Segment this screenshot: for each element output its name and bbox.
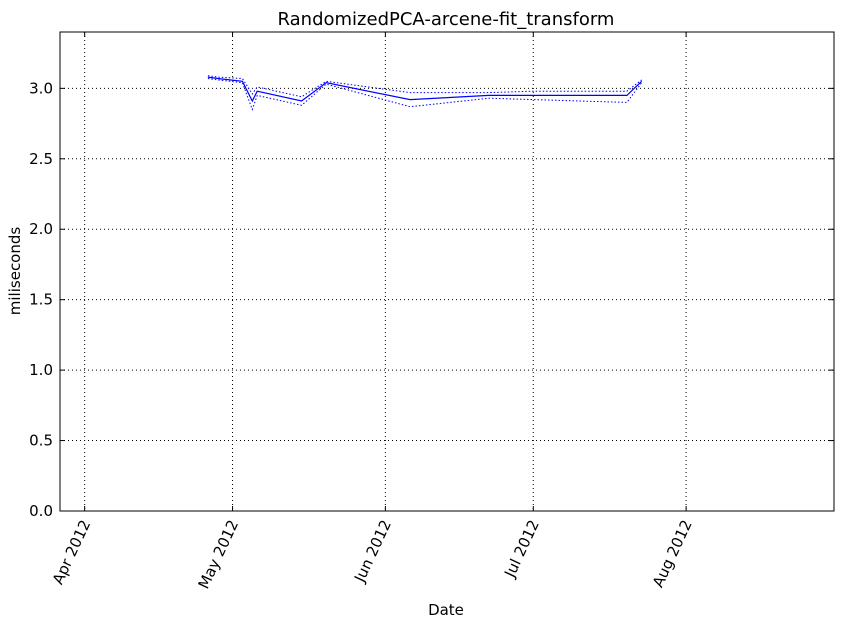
y-axis-label: miliseconds	[6, 227, 24, 316]
grid	[60, 32, 834, 512]
x-tick-label: Jun 2012	[350, 517, 395, 586]
series-line-lower	[207, 78, 643, 111]
series-layer	[207, 75, 643, 111]
x-tick-label: Apr 2012	[49, 517, 94, 587]
y-tick-label: 2.0	[29, 220, 53, 238]
y-tick-label: 1.5	[29, 291, 53, 309]
y-tick-label: 3.0	[29, 79, 53, 97]
x-axis-label: Date	[428, 601, 464, 619]
series-line-mean	[207, 76, 643, 103]
series-line-upper	[207, 75, 643, 98]
tick-layer: 0.0 0.5 1.0 1.5 2.0 2.5 3.0 Apr 2012 May 2012 Jun…	[29, 32, 834, 592]
y-tick-label: 0.0	[29, 502, 53, 520]
x-tick-label: May 2012	[195, 517, 243, 592]
chart-title: RandomizedPCA-arcene-fit_transform	[278, 9, 615, 30]
x-tick-label: Aug 2012	[649, 517, 696, 590]
x-tick-label: Jul 2012	[500, 517, 543, 581]
y-tick-label: 0.5	[29, 432, 53, 450]
plot-frame	[59, 31, 835, 512]
y-tick-label: 2.5	[29, 150, 53, 168]
y-tick-label: 1.0	[29, 361, 53, 379]
